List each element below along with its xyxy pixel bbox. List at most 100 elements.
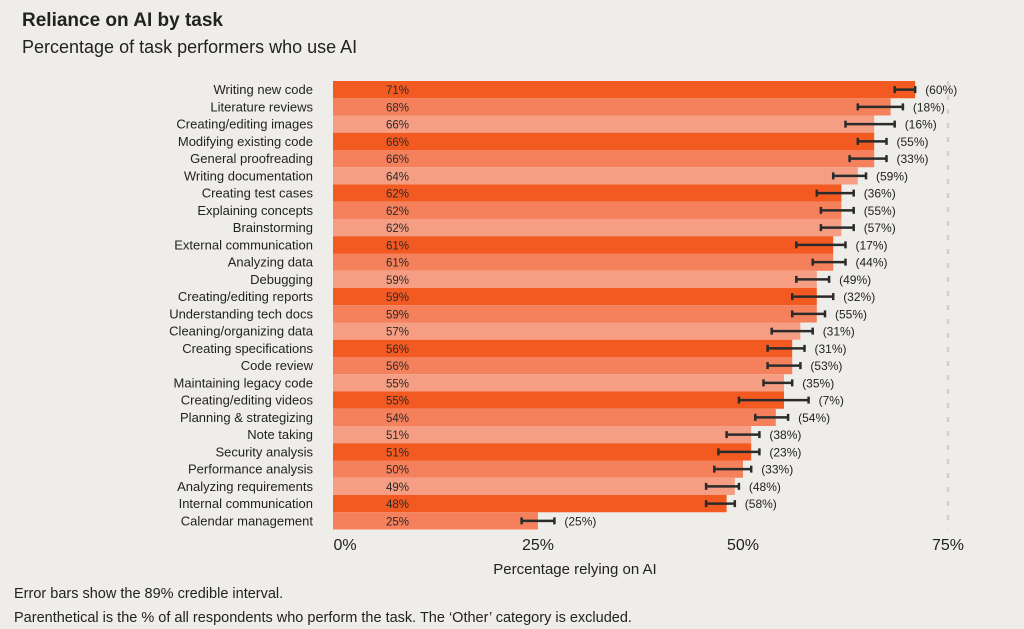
- performer-share-label-23: (48%): [749, 480, 781, 494]
- bar-16: [333, 357, 793, 375]
- bar-12: [333, 288, 817, 306]
- category-label-11: Debugging: [250, 272, 313, 287]
- value-label-6: 62%: [386, 189, 409, 201]
- value-label-25: 25%: [386, 516, 409, 528]
- bar-21: [333, 443, 752, 461]
- category-label-6: Creating test cases: [202, 186, 314, 201]
- performer-share-label-15: (31%): [815, 342, 847, 356]
- category-label-10: Analyzing data: [228, 255, 314, 270]
- value-label-4: 66%: [386, 154, 409, 166]
- value-label-20: 51%: [386, 430, 409, 442]
- value-label-16: 56%: [386, 361, 409, 373]
- performer-share-label-11: (49%): [839, 273, 871, 287]
- value-label-13: 59%: [386, 309, 409, 321]
- value-label-12: 59%: [386, 292, 409, 304]
- value-label-15: 56%: [386, 344, 409, 356]
- performer-share-label-7: (55%): [864, 204, 896, 218]
- chart-title: Reliance on AI by task: [22, 10, 223, 31]
- x-tick-label-25: 25%: [522, 537, 554, 554]
- category-label-25: Calendar management: [181, 513, 314, 528]
- bar-0: [333, 81, 916, 99]
- value-label-18: 55%: [386, 396, 409, 408]
- value-label-24: 48%: [386, 499, 409, 511]
- performer-share-label-13: (55%): [835, 307, 867, 321]
- value-label-14: 57%: [386, 327, 409, 339]
- bar-22: [333, 460, 743, 478]
- value-label-9: 61%: [386, 240, 409, 252]
- performer-share-label-3: (55%): [897, 135, 929, 149]
- category-label-8: Brainstorming: [233, 220, 313, 235]
- bar-15: [333, 339, 793, 357]
- category-label-14: Cleaning/organizing data: [169, 324, 314, 339]
- category-label-15: Creating specifications: [182, 341, 313, 356]
- category-label-12: Creating/editing reports: [178, 289, 314, 304]
- category-label-23: Analyzing requirements: [177, 479, 313, 494]
- value-label-8: 62%: [386, 223, 409, 235]
- category-label-16: Code review: [241, 358, 314, 373]
- bar-2: [333, 115, 875, 133]
- x-axis-title: Percentage relying on AI: [493, 561, 656, 578]
- category-label-20: Note taking: [247, 427, 313, 442]
- performer-share-label-20: (38%): [769, 428, 801, 442]
- bar-1: [333, 98, 891, 116]
- category-label-4: General proofreading: [190, 151, 313, 166]
- category-label-9: External communication: [174, 237, 313, 252]
- category-label-21: Security analysis: [215, 444, 313, 459]
- value-label-23: 49%: [386, 482, 409, 494]
- bar-19: [333, 408, 776, 426]
- x-tick-label-0: 0%: [333, 537, 356, 554]
- category-label-0: Writing new code: [214, 82, 313, 97]
- performer-share-label-25: (25%): [564, 514, 596, 528]
- bar-6: [333, 184, 842, 202]
- value-label-11: 59%: [386, 275, 409, 287]
- bar-18: [333, 391, 784, 409]
- footnote-error-bars: Error bars show the 89% credible interva…: [14, 586, 284, 602]
- category-label-7: Explaining concepts: [197, 203, 313, 218]
- performer-share-label-8: (57%): [864, 221, 896, 235]
- performer-share-label-4: (33%): [897, 152, 929, 166]
- value-label-5: 64%: [386, 171, 409, 183]
- value-label-17: 55%: [386, 378, 409, 390]
- bar-24: [333, 495, 727, 513]
- category-label-24: Internal communication: [179, 496, 313, 511]
- performer-share-label-1: (18%): [913, 100, 945, 114]
- category-label-18: Creating/editing videos: [181, 393, 314, 408]
- chart-subtitle: Percentage of task performers who use AI: [22, 37, 358, 57]
- bar-13: [333, 305, 817, 323]
- bar-8: [333, 219, 842, 237]
- bar-5: [333, 167, 858, 185]
- category-label-2: Creating/editing images: [176, 117, 313, 132]
- value-label-22: 50%: [386, 465, 409, 477]
- bar-10: [333, 253, 834, 271]
- performer-share-label-0: (60%): [925, 83, 957, 97]
- performer-share-label-19: (54%): [798, 411, 830, 425]
- bar-7: [333, 201, 842, 219]
- performer-share-label-17: (35%): [802, 376, 834, 390]
- performer-share-label-21: (23%): [769, 445, 801, 459]
- category-label-1: Literature reviews: [210, 99, 313, 114]
- category-label-22: Performance analysis: [188, 462, 313, 477]
- performer-share-label-12: (32%): [843, 290, 875, 304]
- bar-4: [333, 150, 875, 168]
- footnote-parenthetical: Parenthetical is the % of all respondent…: [14, 610, 632, 626]
- bar-25: [333, 512, 538, 530]
- performer-share-label-9: (17%): [856, 238, 888, 252]
- performer-share-label-14: (31%): [823, 325, 855, 339]
- performer-share-label-6: (36%): [864, 187, 896, 201]
- x-tick-label-50: 50%: [727, 537, 759, 554]
- bar-9: [333, 236, 834, 254]
- category-label-3: Modifying existing code: [178, 134, 313, 149]
- category-label-19: Planning & strategizing: [180, 410, 313, 425]
- value-label-3: 66%: [386, 137, 409, 149]
- performer-share-label-5: (59%): [876, 169, 908, 183]
- performer-share-label-16: (53%): [810, 359, 842, 373]
- value-label-21: 51%: [386, 447, 409, 459]
- value-label-19: 54%: [386, 413, 409, 425]
- bar-11: [333, 270, 817, 288]
- bar-20: [333, 426, 752, 444]
- category-label-5: Writing documentation: [184, 168, 313, 183]
- performer-share-label-2: (16%): [905, 118, 937, 132]
- value-label-1: 68%: [386, 102, 409, 114]
- bar-23: [333, 477, 735, 495]
